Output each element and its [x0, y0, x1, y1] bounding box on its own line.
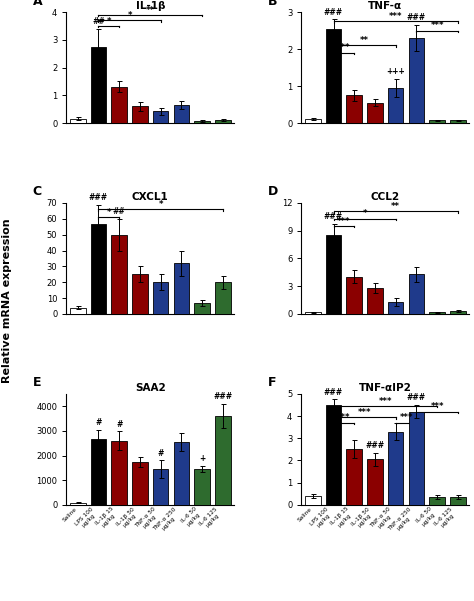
- Bar: [429, 312, 445, 314]
- Bar: [305, 120, 320, 123]
- Bar: [429, 120, 445, 123]
- Text: ###: ###: [365, 441, 384, 450]
- Bar: [132, 106, 148, 123]
- Text: *: *: [158, 200, 163, 209]
- Bar: [215, 120, 231, 123]
- Text: **: **: [360, 36, 369, 45]
- Text: Relative mRNA expression: Relative mRNA expression: [2, 218, 12, 383]
- Text: ***: ***: [430, 21, 444, 30]
- Bar: [367, 459, 383, 505]
- Bar: [388, 302, 403, 314]
- Text: ***: ***: [358, 408, 371, 417]
- Text: ***: ***: [337, 413, 351, 423]
- Text: ###: ###: [89, 193, 108, 202]
- Bar: [326, 405, 341, 505]
- Text: A: A: [33, 0, 42, 8]
- Bar: [450, 120, 465, 123]
- Text: E: E: [33, 376, 41, 389]
- Bar: [409, 412, 424, 505]
- Bar: [429, 497, 445, 505]
- Bar: [388, 88, 403, 123]
- Text: ##: ##: [92, 17, 105, 26]
- Bar: [153, 469, 168, 505]
- Text: *: *: [362, 209, 367, 218]
- Text: *: *: [107, 17, 111, 26]
- Bar: [215, 282, 231, 314]
- Bar: [91, 439, 106, 505]
- Text: ***: ***: [379, 397, 392, 406]
- Bar: [305, 496, 320, 505]
- Text: #: #: [95, 418, 101, 427]
- Bar: [326, 236, 341, 314]
- Text: ***: ***: [337, 43, 351, 52]
- Bar: [346, 96, 362, 123]
- Text: ***: ***: [430, 402, 444, 411]
- Text: ***: ***: [399, 413, 413, 423]
- Text: ###: ###: [324, 388, 343, 397]
- Text: ***: ***: [389, 12, 402, 21]
- Title: TNF-αIP2: TNF-αIP2: [359, 383, 412, 393]
- Bar: [70, 308, 85, 314]
- Bar: [173, 442, 189, 505]
- Text: B: B: [268, 0, 277, 8]
- Bar: [367, 103, 383, 123]
- Bar: [111, 441, 127, 505]
- Bar: [153, 111, 168, 123]
- Bar: [91, 47, 106, 123]
- Text: ###: ###: [407, 13, 426, 22]
- Bar: [70, 119, 85, 123]
- Bar: [305, 312, 320, 314]
- Bar: [388, 432, 403, 505]
- Text: ***: ***: [337, 217, 351, 226]
- Text: #: #: [157, 449, 164, 458]
- Text: +: +: [199, 454, 205, 463]
- Bar: [450, 497, 465, 505]
- Text: +++: +++: [386, 67, 405, 76]
- Bar: [326, 29, 341, 123]
- Bar: [450, 311, 465, 314]
- Title: TNF-α: TNF-α: [368, 1, 402, 11]
- Bar: [132, 462, 148, 505]
- Bar: [215, 416, 231, 505]
- Title: SAA2: SAA2: [135, 383, 166, 393]
- Bar: [367, 288, 383, 314]
- Title: CXCL1: CXCL1: [132, 192, 169, 202]
- Text: #: #: [116, 419, 122, 429]
- Text: ###: ###: [407, 393, 426, 402]
- Bar: [346, 450, 362, 505]
- Title: IL-1β: IL-1β: [136, 1, 165, 11]
- Bar: [173, 263, 189, 314]
- Bar: [91, 224, 106, 314]
- Text: *: *: [128, 11, 132, 20]
- Bar: [132, 274, 148, 314]
- Bar: [111, 234, 127, 314]
- Bar: [70, 503, 85, 505]
- Bar: [194, 121, 210, 123]
- Text: ###: ###: [213, 392, 232, 401]
- Text: ###: ###: [324, 8, 343, 17]
- Bar: [173, 105, 189, 123]
- Bar: [346, 277, 362, 314]
- Text: F: F: [268, 376, 276, 389]
- Title: CCL2: CCL2: [371, 192, 400, 202]
- Bar: [194, 303, 210, 314]
- Text: **: **: [146, 5, 155, 14]
- Text: ##: ##: [113, 207, 126, 216]
- Bar: [111, 87, 127, 123]
- Text: ###: ###: [324, 212, 343, 221]
- Text: **: **: [391, 202, 400, 211]
- Text: *: *: [107, 208, 111, 217]
- Bar: [409, 38, 424, 123]
- Text: D: D: [268, 186, 278, 198]
- Bar: [409, 274, 424, 314]
- Bar: [153, 282, 168, 314]
- Text: C: C: [33, 186, 42, 198]
- Bar: [194, 469, 210, 505]
